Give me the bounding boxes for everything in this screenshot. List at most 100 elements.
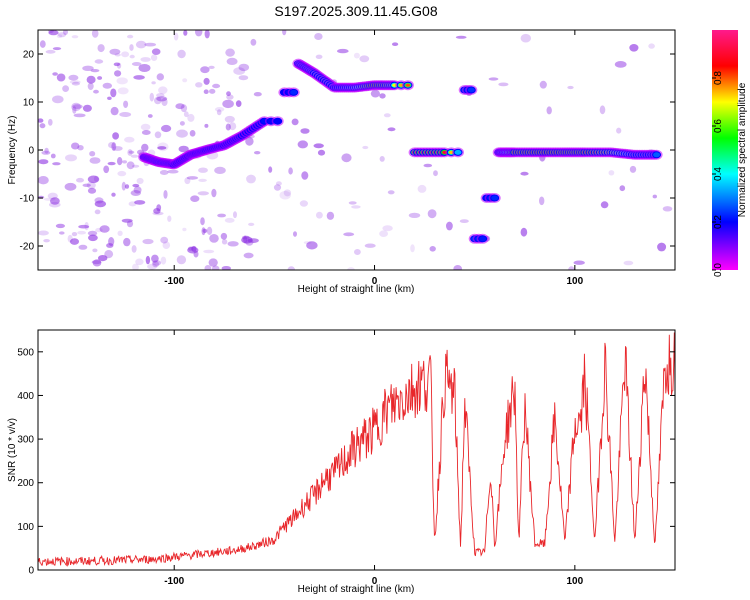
- spectrogram-noise-blob: [279, 190, 291, 200]
- spectrogram-noise-blob: [203, 249, 215, 254]
- spectrogram-noise-blob: [64, 182, 77, 191]
- spectrogram-noise-blob: [248, 222, 255, 226]
- spectrogram-noise-blob: [87, 230, 98, 236]
- spectrogram-noise-blob: [89, 157, 101, 164]
- spectrogram-noise-blob: [314, 33, 323, 40]
- snr-y-ticks: 0 100 200 300 400 500: [17, 347, 675, 577]
- spectrogram-noise-blob: [245, 136, 254, 146]
- spectrogram-noise-blob: [94, 200, 107, 208]
- spectrogram-noise-blob: [91, 30, 99, 38]
- spectrogram-noise-blob: [208, 65, 215, 69]
- spectrogram-noise-blob: [167, 215, 172, 222]
- spectrogram-dominant-track: [138, 58, 663, 244]
- spectrogram-noise-blob: [629, 165, 637, 173]
- spectrogram-noise-blob: [97, 44, 105, 53]
- spectrogram-noise-blob: [195, 82, 203, 88]
- spectrogram-noise-blob: [86, 181, 96, 189]
- spectrogram-noise-blob: [38, 176, 49, 185]
- spectrogram-noise-blob: [123, 237, 131, 247]
- spectrogram-noise-blob: [65, 154, 77, 162]
- spectrogram-noise-blob: [72, 106, 77, 114]
- spectrogram-noise-blob: [141, 143, 149, 152]
- spectrogram-noise-blob: [187, 246, 199, 254]
- spectrogram-noise-blob: [222, 99, 234, 109]
- spectrogram-noise-blob: [291, 118, 299, 126]
- spectrogram-track-core: [491, 195, 499, 201]
- spectrogram-noise-blob: [347, 267, 355, 270]
- spectrogram-noise-blob: [246, 174, 256, 184]
- spectrogram-noise-blob: [217, 213, 227, 218]
- spectrogram-noise-blob: [214, 166, 226, 174]
- spectrogram-noise-blob: [423, 163, 433, 168]
- spectrogram-noise-blob: [180, 104, 188, 113]
- spectrogram-noise-blob: [204, 30, 210, 39]
- spectrogram-noise-blob: [273, 184, 282, 191]
- spectrogram-noise-blob: [114, 70, 122, 77]
- spectrogram-noise-blob: [176, 129, 188, 138]
- snr-series-line: [38, 332, 675, 567]
- spectrogram-noise-blob: [132, 263, 139, 270]
- spectrogram-noise-blob: [648, 43, 655, 49]
- spectrogram-y-tick-label: -10: [20, 194, 35, 205]
- spectrogram-noise-blob: [77, 230, 86, 235]
- spectrogram-y-tick-label: 0: [28, 146, 34, 157]
- spectrogram-noise-blob: [203, 77, 210, 85]
- spectrogram-track-cell: [273, 117, 283, 125]
- spectrogram-noise-blob: [117, 157, 123, 166]
- spectrogram-noise-blob: [238, 63, 250, 72]
- spectrogram-noise-blob: [161, 124, 172, 133]
- spectrogram-noise-blob: [201, 227, 206, 236]
- spectrogram-noise-blob: [149, 92, 154, 102]
- spectrogram-noise-blob: [52, 162, 61, 166]
- spectrogram-noise-blob: [200, 66, 210, 74]
- spectrogram-track-core: [653, 152, 661, 158]
- spectrogram-noise-blob: [121, 218, 133, 223]
- spectrogram-noise-blob: [78, 244, 88, 250]
- snr-line-series: [38, 332, 675, 567]
- spectrogram-noise-blob: [195, 30, 203, 37]
- spectrogram-noise-blob: [157, 146, 167, 150]
- spectrogram-noise-blob: [71, 35, 79, 39]
- spectrogram-noise-blob: [151, 48, 161, 55]
- spectrogram-noise-blob: [214, 107, 225, 112]
- spectrogram-noise-blob: [82, 104, 92, 112]
- spectrogram-noise-blob: [73, 113, 86, 118]
- spectrogram-noise-blob: [117, 170, 127, 177]
- spectrogram-noise-blob: [129, 44, 134, 51]
- spectrogram-noise-blob: [90, 69, 100, 73]
- spectrogram-noise-blob: [253, 92, 262, 97]
- spectrogram-noise-blob: [56, 34, 63, 38]
- spectrogram-noise-blob: [91, 260, 102, 265]
- spectrogram-noise-blob: [301, 171, 309, 180]
- spectrogram-noise-blob: [162, 241, 171, 249]
- spectrogram-noise-blob: [600, 201, 609, 209]
- spectrogram-noise-blob: [198, 167, 208, 173]
- spectrogram-noise-blob: [599, 105, 606, 115]
- spectrogram-noise-blob: [629, 44, 639, 52]
- colorbar-label: Normalized spectral amplitude: [737, 82, 748, 217]
- spectrogram-noise-blob: [158, 86, 168, 95]
- spectrogram-noise-blob: [179, 121, 185, 126]
- spectrogram-noise-blob: [359, 55, 370, 63]
- spectrogram-noise-blob: [50, 153, 56, 159]
- spectrogram-noise-blob: [198, 178, 207, 182]
- spectrogram-noise-blob: [131, 245, 137, 253]
- spectrogram-noise-blob: [189, 130, 196, 137]
- spectrogram-noise-blob: [387, 190, 395, 195]
- spectrogram-noise-blob: [151, 254, 159, 263]
- spectrogram-noise-blob: [82, 183, 91, 187]
- spectrogram-noise-blob: [567, 85, 574, 90]
- spectrogram-noise-blob: [243, 235, 248, 244]
- spectrogram-noise-blob: [203, 89, 209, 94]
- spectrogram-noise-blob: [184, 177, 191, 185]
- spectrogram-noise-blob: [121, 181, 126, 191]
- spectrogram-noise-blob: [282, 30, 287, 36]
- spectrogram-noise-blob: [212, 83, 221, 89]
- spectrogram-noise-blob: [546, 106, 552, 115]
- spectrogram-noise-blob: [123, 100, 129, 109]
- snr-y-tick-label: 500: [17, 347, 34, 358]
- spectrogram-noise-blob: [95, 227, 103, 233]
- spectrogram-noise-blob: [488, 77, 499, 81]
- spectrogram-noise-blob: [128, 150, 135, 154]
